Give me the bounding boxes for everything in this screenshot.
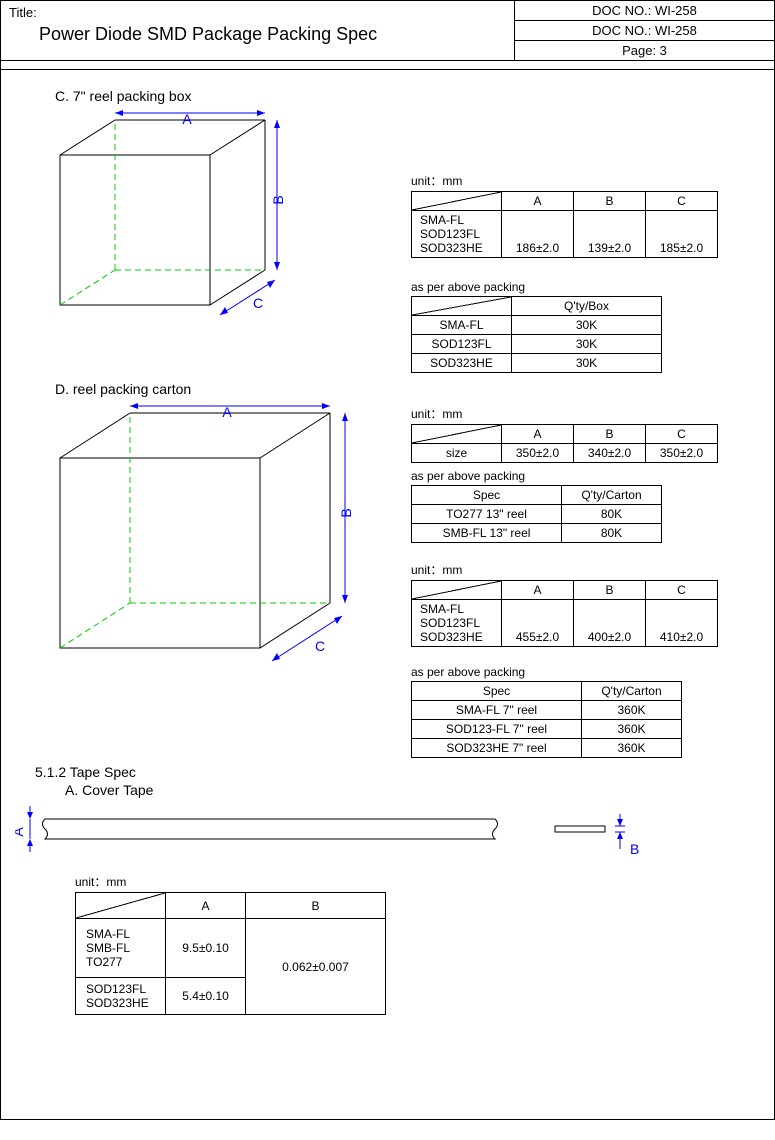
- header-right: DOC NO.: WI-258 DOC NO.: WI-258 Page: 3: [514, 1, 774, 60]
- cell: SMB-FL 13" reel: [412, 524, 562, 543]
- row-label: SOD123FL: [420, 227, 480, 241]
- cell: SMB-FL: [86, 941, 130, 955]
- cell: SOD323HE: [420, 630, 483, 644]
- col-a: A: [502, 192, 574, 211]
- cell: 360K: [582, 701, 682, 720]
- cell: 30K: [512, 354, 662, 373]
- cell: 360K: [582, 739, 682, 758]
- col-spec: Spec: [412, 486, 562, 505]
- unit-label-1: unit：mm: [411, 172, 760, 189]
- col-b: B: [574, 581, 646, 600]
- unit-label-5: unit：mm: [411, 561, 760, 578]
- cell: SMA-FL: [420, 602, 464, 616]
- dim-c-label: C: [253, 295, 263, 311]
- cell: 186±2.0: [502, 211, 574, 258]
- col-c: C: [646, 192, 718, 211]
- col-qty: Q'ty/Box: [512, 297, 662, 316]
- row-label: SOD323HE: [420, 241, 483, 255]
- cell: 185±2.0: [646, 211, 718, 258]
- table-qty-carton-2: SpecQ'ty/Carton SMA-FL 7" reel360K SOD12…: [411, 681, 682, 758]
- col-a: A: [502, 581, 574, 600]
- cell: 30K: [512, 335, 662, 354]
- col-a: A: [166, 893, 246, 919]
- page: Title: Power Diode SMD Package Packing S…: [0, 0, 775, 1120]
- dim-a-label: A: [182, 111, 192, 127]
- header-left: Title: Power Diode SMD Package Packing S…: [1, 1, 514, 60]
- cell: SOD323HE: [86, 996, 149, 1010]
- section-d-label: D. reel packing carton: [55, 381, 760, 397]
- cell: SOD123FL: [86, 982, 146, 996]
- col-b: B: [574, 425, 646, 444]
- col-qty: Q'ty/Carton: [562, 486, 662, 505]
- cell: 340±2.0: [574, 444, 646, 463]
- cell: 139±2.0: [574, 211, 646, 258]
- cell: SOD123FL: [412, 335, 512, 354]
- cell: 350±2.0: [646, 444, 718, 463]
- box-diagram-c: A B C: [15, 110, 385, 370]
- section-c-label: C. 7" reel packing box: [55, 88, 760, 104]
- cell: size: [412, 444, 502, 463]
- cell: 80K: [562, 524, 662, 543]
- dim-c-label: C: [315, 638, 325, 654]
- col-c: C: [646, 581, 718, 600]
- page-title: Power Diode SMD Package Packing Spec: [9, 24, 506, 45]
- tape-sub-label: A. Cover Tape: [65, 782, 760, 798]
- col-c: C: [646, 425, 718, 444]
- cell: 0.062±0.007: [246, 919, 386, 1015]
- doc-no-2: DOC NO.: WI-258: [515, 21, 774, 41]
- table-tape: AB SMA-FLSMB-FLTO277 9.5±0.10 0.062±0.00…: [75, 892, 386, 1015]
- cell: SMA-FL: [412, 316, 512, 335]
- row-label: SMA-FL: [420, 213, 464, 227]
- unit-label-3: unit：mm: [411, 405, 760, 422]
- page-no: Page: 3: [515, 41, 774, 60]
- cell: 360K: [582, 720, 682, 739]
- tape-diagram: A B: [15, 804, 755, 864]
- cell: 455±2.0: [502, 600, 574, 647]
- cell: 350±2.0: [502, 444, 574, 463]
- table-carton-dims-2: ABC SMA-FLSOD123FLSOD323HE 455±2.0400±2.…: [411, 580, 718, 647]
- col-b: B: [574, 192, 646, 211]
- cell: SOD323HE 7" reel: [412, 739, 582, 758]
- caption-6: as per above packing: [411, 665, 760, 679]
- col-b: B: [246, 893, 386, 919]
- dim-b-label: B: [270, 195, 286, 204]
- caption-2: as per above packing: [411, 280, 760, 294]
- title-label: Title:: [9, 5, 506, 20]
- cell: SOD323HE: [412, 354, 512, 373]
- col-spec: Spec: [412, 682, 582, 701]
- cell: SMA-FL: [86, 927, 130, 941]
- caption-4: as per above packing: [411, 469, 760, 483]
- cell: 5.4±0.10: [166, 978, 246, 1015]
- unit-label-7: unit：mm: [75, 873, 760, 890]
- content: C. 7" reel packing box: [1, 69, 774, 1119]
- cell: 9.5±0.10: [166, 919, 246, 978]
- table-box-dims: A B C SMA-FL SOD123FL SOD323HE 186±2.0 1…: [411, 191, 718, 258]
- box-diagram-d: A B C: [15, 403, 405, 723]
- cell: 30K: [512, 316, 662, 335]
- tape-dim-b: B: [630, 841, 639, 857]
- col-a: A: [502, 425, 574, 444]
- table-carton-dims-1: ABC size350±2.0340±2.0350±2.0: [411, 424, 718, 463]
- cell: 400±2.0: [574, 600, 646, 647]
- cell: 410±2.0: [646, 600, 718, 647]
- table-qty-carton-1: SpecQ'ty/Carton TO277 13" reel80K SMB-FL…: [411, 485, 662, 543]
- table-qty-box: Q'ty/Box SMA-FL30K SOD123FL30K SOD323HE3…: [411, 296, 662, 373]
- tape-section-label: 5.1.2 Tape Spec: [35, 764, 760, 780]
- cell: TO277 13" reel: [412, 505, 562, 524]
- cell: SMA-FL 7" reel: [412, 701, 582, 720]
- dim-a-label: A: [222, 404, 232, 420]
- cell: 80K: [562, 505, 662, 524]
- header: Title: Power Diode SMD Package Packing S…: [1, 1, 774, 61]
- dim-b-label: B: [338, 508, 354, 517]
- cell: SOD123FL: [420, 616, 480, 630]
- cell: TO277: [86, 955, 122, 969]
- cell: SOD123-FL 7" reel: [412, 720, 582, 739]
- doc-no-1: DOC NO.: WI-258: [515, 1, 774, 21]
- col-qty: Q'ty/Carton: [582, 682, 682, 701]
- tape-dim-a: A: [15, 827, 26, 837]
